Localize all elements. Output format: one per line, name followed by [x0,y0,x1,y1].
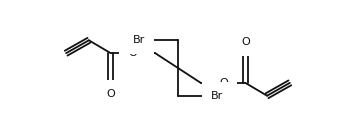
Text: O: O [128,48,137,58]
Text: O: O [219,78,228,88]
Text: Br: Br [133,35,145,45]
Text: Br: Br [211,91,223,101]
Text: O: O [241,37,250,47]
Text: O: O [106,89,115,99]
